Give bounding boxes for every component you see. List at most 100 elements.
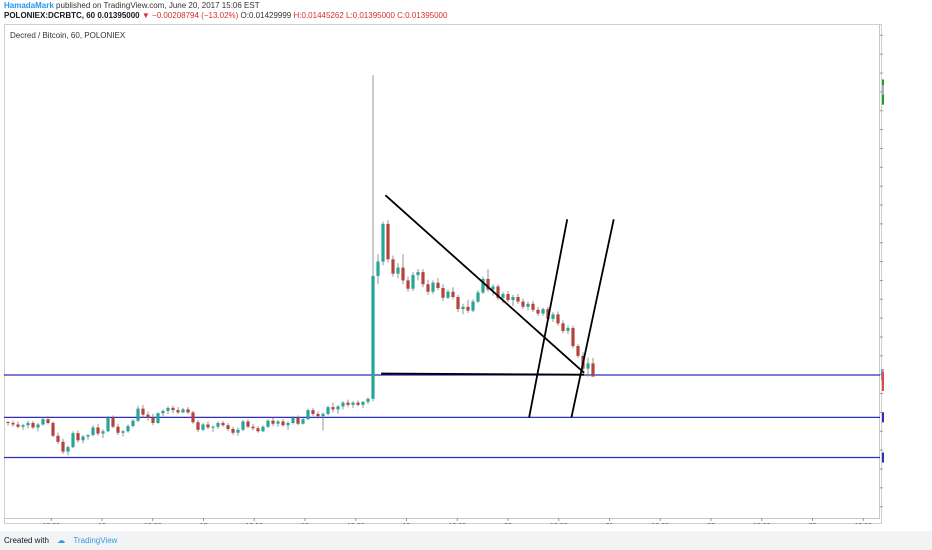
chart-frame [4,24,882,524]
created-with-text: Created with [4,536,49,545]
candle-body [31,422,35,428]
candle-body [496,286,500,298]
price-chart[interactable]: Decred / Bitcoin, 60, POLONIEX 0.0230000… [4,24,884,524]
symbol-line: POLONIEX:DCRBTC, 60 0.01395000 ▼ −0.0020… [4,11,928,21]
time-axis: 12:00 16 12:00 17 12:00 18 12:00 19 12:00 20 12:00… [42,518,872,524]
candle-body [471,301,475,311]
candle-body [546,309,550,319]
candle-body [246,421,250,427]
trend-line[interactable] [570,219,615,418]
trend-line[interactable] [381,372,585,376]
candle-body [36,424,40,428]
candle-body [106,417,110,432]
candle-body [221,422,225,426]
candle-body [181,409,185,413]
candle-body [326,407,330,414]
candle-body [156,413,160,423]
candle-body [211,426,215,428]
time-tick-label: 23 [809,523,817,524]
candle-body [371,275,375,399]
trend-line[interactable] [528,219,569,418]
time-tick-label: 12:00 [448,523,466,524]
candle-body [376,261,380,276]
tradingview-brand[interactable]: TradingView [73,536,118,545]
candle-body [116,426,120,433]
ohlc-close: C:0.01395000 [397,11,448,20]
candle-body [436,282,440,288]
price-change: −0.00208794 (−13.02%) [152,11,239,20]
publish-header: HamadaMark published on TradingView.com,… [0,0,932,22]
candle-body [191,412,195,423]
candle-body [441,287,445,298]
candles [6,75,595,456]
candle-body [271,420,275,424]
candle-body [506,294,510,301]
candle-body [296,417,300,424]
candle-body [541,309,545,314]
ohlc-low: L:0.01395000 [346,11,395,20]
candle-body [306,410,310,420]
candle-body [466,306,470,311]
candle-body [176,410,180,413]
candle-body [446,291,450,298]
time-tick-label: 18 [301,523,309,524]
price-label-box [882,412,884,423]
symbol-label: POLONIEX:DCRBTC, 60 [4,11,96,20]
price-label-box [882,84,884,95]
horizontal-lines[interactable] [4,374,880,459]
candle-body [321,413,325,417]
candle-body [121,431,125,433]
trend-line[interactable] [384,194,585,374]
time-tick-label: 12:00 [245,523,263,524]
candle-body [86,435,90,437]
trend-lines[interactable] [381,194,615,418]
candle-body [301,419,305,424]
tradingview-logo-icon[interactable]: ☁ [57,536,66,545]
candle-body [391,259,395,274]
time-tick-label: 21 [606,523,614,524]
candle-body [21,425,25,427]
price-label-box [882,381,884,392]
author-link[interactable]: HamadaMark [4,1,54,10]
candle-body [96,427,100,434]
candle-body [241,421,245,430]
candle-body [16,424,20,427]
candle-body [251,426,255,429]
time-tick-label: 12:00 [42,523,60,524]
candle-body [6,421,10,423]
price-labels: 0.021695940.021550000.021293260.01399274… [881,79,884,463]
time-tick-label: 22 [707,523,715,524]
candle-body [556,314,560,324]
candle-body [81,436,85,441]
candle-body [501,294,505,298]
candle-body [316,413,320,417]
candle-body [91,427,95,436]
last-price: 0.01395000 [97,11,140,20]
candle-body [196,422,200,430]
time-tick-label: 17 [200,523,208,524]
candle-body [151,417,155,423]
candle-body [511,297,515,301]
ohlc-open: O:0.01429999 [240,11,292,20]
candle-body [406,280,410,289]
candle-body [586,363,590,369]
candle-body [236,429,240,433]
candle-body [226,425,230,430]
candle-body [561,323,565,331]
candle-body [101,431,105,434]
candle-body [166,407,170,411]
candle-body [461,306,465,310]
candle-body [551,314,555,319]
candle-body [516,297,520,302]
candle-body [276,421,280,424]
candle-body [351,402,355,405]
candle-body [261,426,265,432]
candle-body [426,284,430,292]
candle-body [141,408,145,415]
candle-body [411,275,415,289]
candle-body [456,297,460,310]
time-tick-label: 19 [403,523,411,524]
candle-body [486,278,490,290]
footer-bar: Created with ☁ TradingView [0,531,932,550]
candle-body [331,407,335,410]
